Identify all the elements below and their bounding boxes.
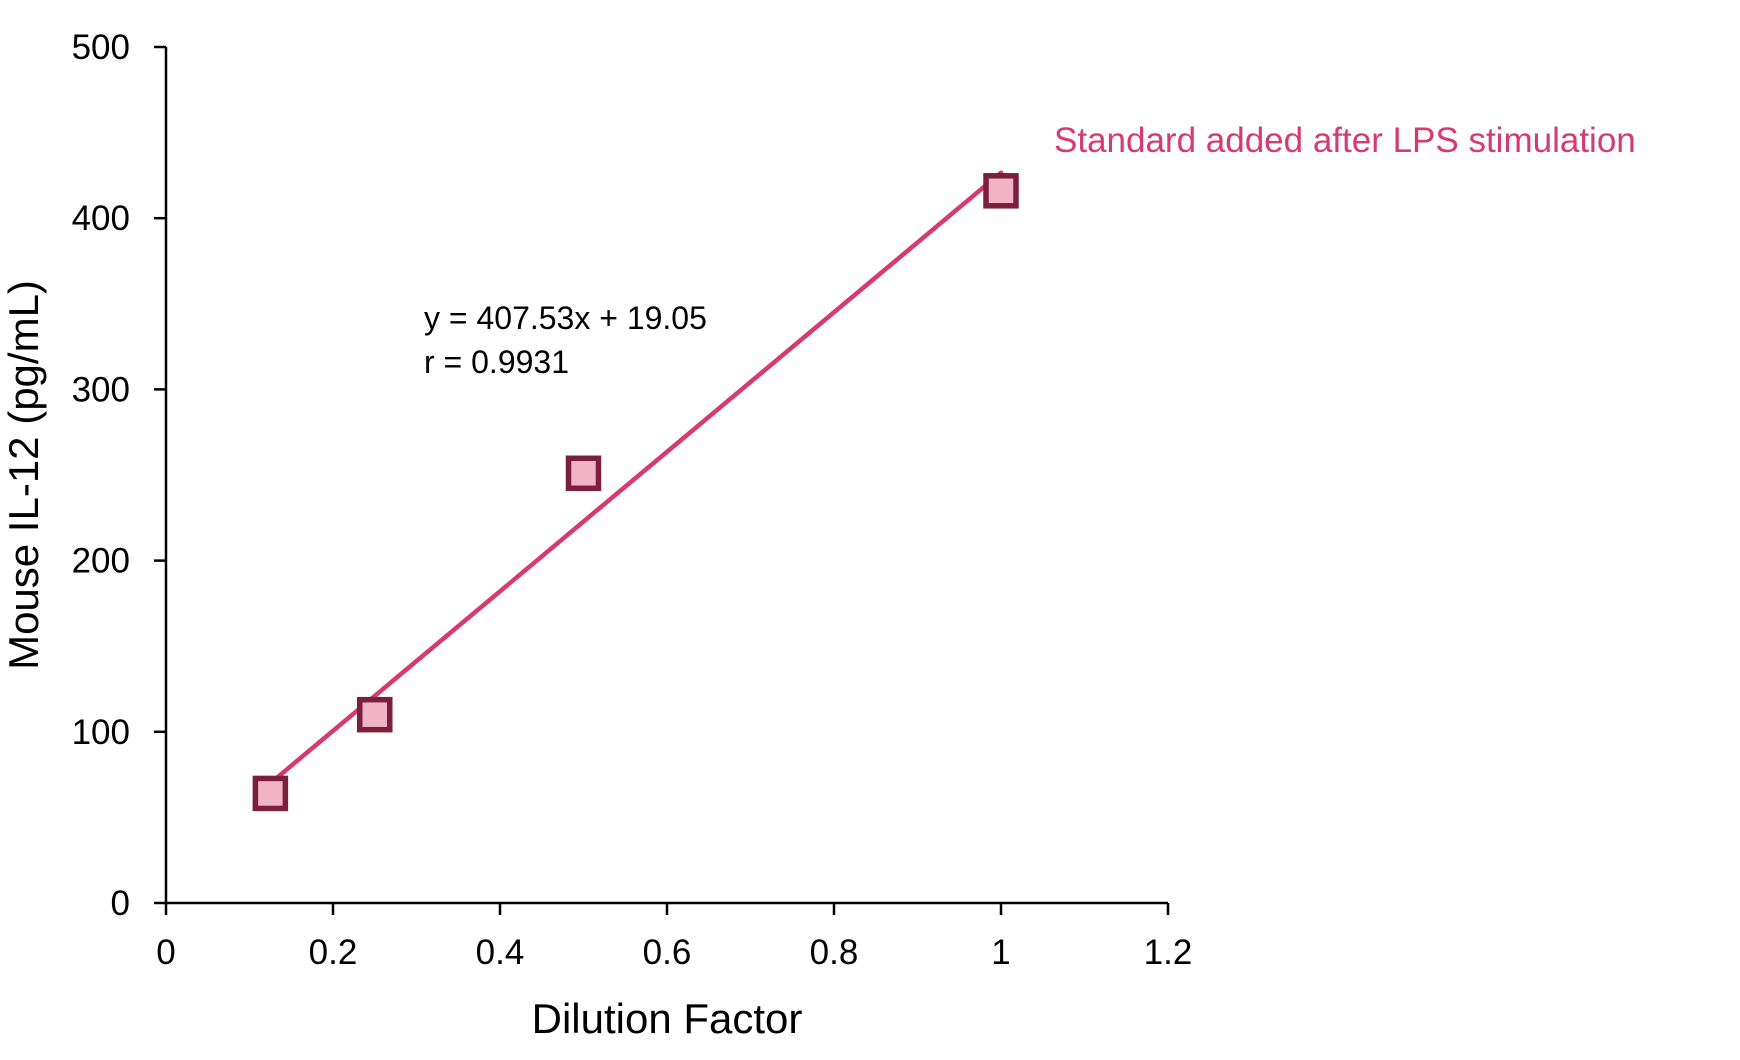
x-tick-label: 0.2 <box>309 933 358 972</box>
y-axis-title: Mouse IL-12 (pg/mL) <box>0 280 47 670</box>
data-markers <box>252 173 1019 812</box>
y-tick-label: 500 <box>72 28 130 67</box>
correlation-coefficient: r = 0.9931 <box>424 344 569 380</box>
x-tick-label: 0 <box>156 933 175 972</box>
x-tick-label: 0.6 <box>643 933 692 972</box>
y-tick-label: 200 <box>72 542 130 581</box>
x-tick-label: 1 <box>991 933 1010 972</box>
y-tick-label: 100 <box>72 713 130 752</box>
y-tick-label: 0 <box>111 884 130 923</box>
x-tick-label: 1.2 <box>1144 933 1193 972</box>
x-tick-label: 0.8 <box>810 933 859 972</box>
data-point <box>983 173 1019 209</box>
data-point <box>565 455 602 492</box>
data-point <box>252 775 289 812</box>
y-tick-label: 400 <box>72 199 130 238</box>
y-tick-label: 300 <box>72 370 130 409</box>
series-label: Standard added after LPS stimulation <box>1054 121 1636 160</box>
x-axis-title: Dilution Factor <box>532 995 803 1042</box>
trendline <box>268 170 1004 786</box>
y-axis-ticks: 0 100 200 300 400 500 <box>72 28 166 923</box>
data-point <box>357 696 393 733</box>
trendline-equation: y = 407.53x + 19.05 <box>424 300 707 336</box>
x-axis-ticks: 0 0.2 0.4 0.6 0.8 1 1.2 <box>156 903 1192 972</box>
x-tick-label: 0.4 <box>476 933 525 972</box>
plot-area: 0 100 200 300 400 500 0 0.2 0.4 0.6 0.8 1 1.2 <box>72 28 1193 972</box>
